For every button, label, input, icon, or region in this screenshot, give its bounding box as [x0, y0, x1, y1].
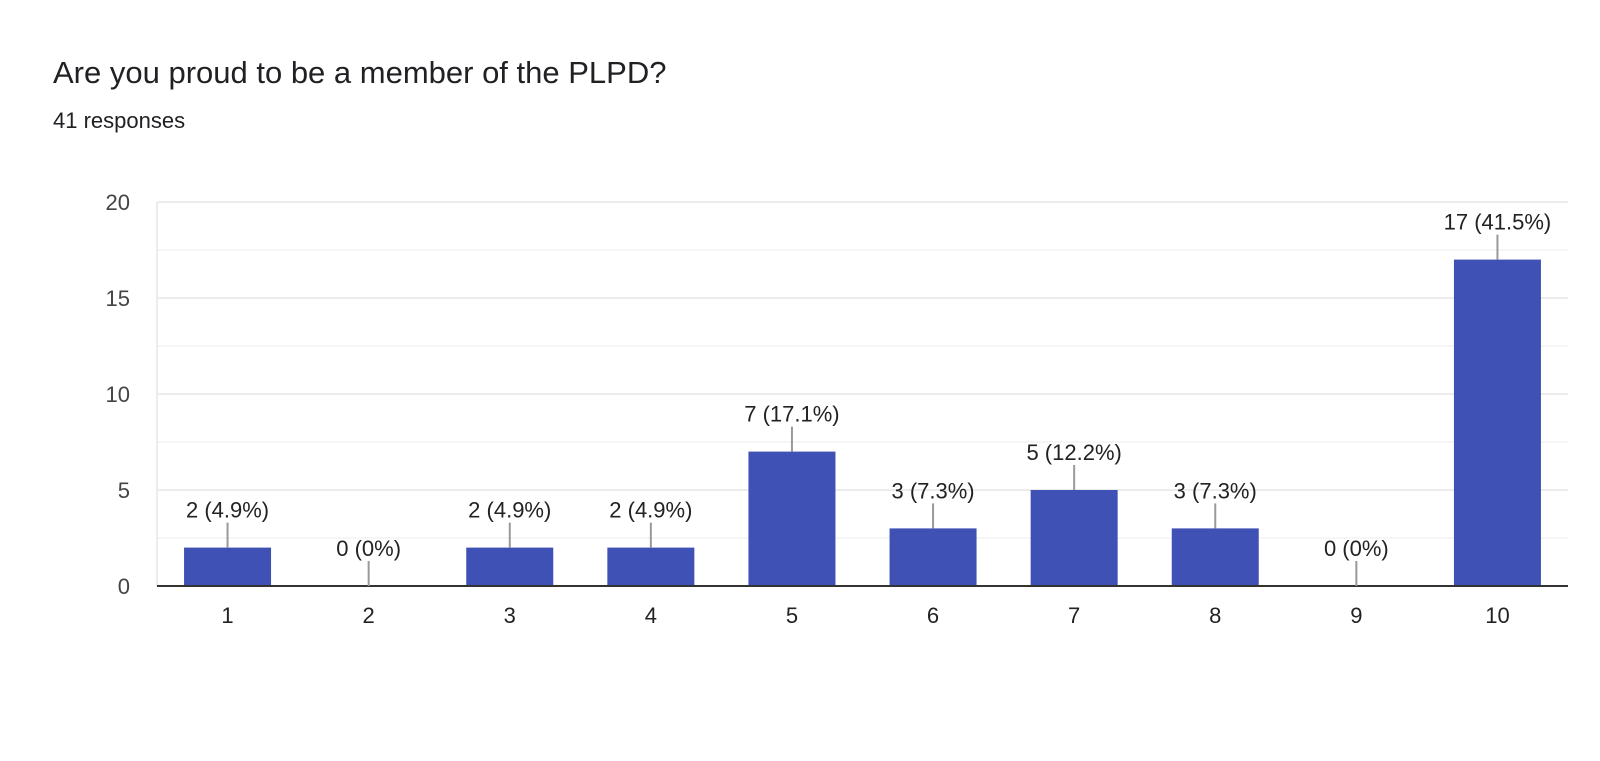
x-category-label: 1	[221, 603, 233, 628]
data-label: 3 (7.3%)	[891, 478, 974, 503]
x-category-label: 5	[786, 603, 798, 628]
x-category-label: 8	[1209, 603, 1221, 628]
data-label: 2 (4.9%)	[186, 498, 269, 523]
data-label: 2 (4.9%)	[468, 498, 551, 523]
data-label: 0 (0%)	[336, 536, 401, 561]
bar[interactable]	[1171, 528, 1259, 586]
data-label: 17 (41.5%)	[1444, 210, 1552, 235]
data-label: 2 (4.9%)	[609, 498, 692, 523]
data-label: 5 (12.2%)	[1026, 440, 1121, 465]
y-tick-label: 20	[106, 190, 130, 215]
gridlines	[157, 201, 1568, 539]
x-axis-categories: 1 2 3 4 5 6 7 8 9 10	[221, 603, 1509, 628]
y-axis-ticks: 0 5 10 15 20	[106, 190, 130, 599]
bar[interactable]	[748, 451, 836, 586]
bar[interactable]	[466, 547, 554, 586]
x-category-label: 3	[504, 603, 516, 628]
bar[interactable]	[1030, 490, 1118, 586]
x-category-label: 6	[927, 603, 939, 628]
bars	[184, 259, 1541, 586]
bar[interactable]	[607, 547, 695, 586]
response-count: 41 responses	[53, 108, 186, 133]
data-labels: 2 (4.9%) 0 (0%) 2 (4.9%) 2 (4.9%) 7 (17.1%) 3…	[186, 210, 1551, 586]
x-category-label: 9	[1350, 603, 1362, 628]
bar[interactable]	[889, 528, 977, 586]
x-category-label: 4	[645, 603, 657, 628]
bar[interactable]	[184, 547, 272, 586]
question-title: Are you proud to be a member of the PLPD…	[53, 55, 667, 90]
data-label: 0 (0%)	[1324, 536, 1389, 561]
x-category-label: 2	[363, 603, 375, 628]
bar[interactable]	[1453, 259, 1541, 586]
data-label: 3 (7.3%)	[1174, 478, 1257, 503]
x-category-label: 7	[1068, 603, 1080, 628]
y-tick-label: 0	[118, 574, 130, 599]
x-category-label: 10	[1485, 603, 1509, 628]
y-tick-label: 15	[106, 286, 130, 311]
y-tick-label: 10	[106, 382, 130, 407]
data-label: 7 (17.1%)	[744, 402, 839, 427]
axes	[156, 202, 1568, 587]
y-tick-label: 5	[118, 478, 130, 503]
